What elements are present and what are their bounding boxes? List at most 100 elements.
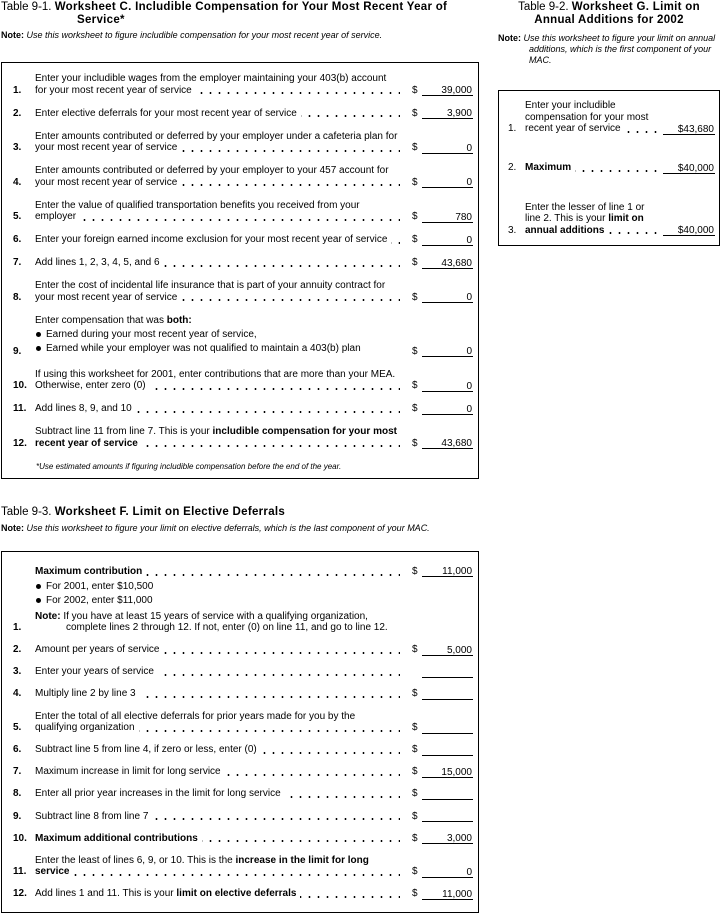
dollar-sign: $ (412, 644, 418, 656)
amount (422, 723, 473, 734)
line-content: Add lines 8, 9, and 10 (35, 403, 412, 415)
line-content: Maximum (525, 162, 663, 174)
worksheet-line: 11. Add lines 8, 9, and 10 $0 (2, 403, 478, 415)
bullet-list: Earned during your most recent year of s… (35, 329, 400, 355)
worksheet-f-box: 1. Maximum contribution For 2001, enter $1… (1, 551, 479, 913)
text-segment: Multiply line 2 by line 3 (35, 688, 140, 700)
line-text: Maximum additional contributions (35, 832, 400, 845)
line-content: Enter elective deferrals for your most r… (35, 107, 412, 120)
line-text: Maximum increase in limit for long servi… (35, 766, 400, 778)
dollar-sign: $ (412, 142, 418, 154)
amount: $43,680 (663, 124, 715, 135)
dollar-sign: $ (412, 866, 418, 878)
worksheet-line: 11. Enter the least of lines 6, 9, or 10.… (2, 854, 478, 878)
line-number: 3. (13, 142, 22, 154)
line-number: 5. (13, 211, 22, 223)
table-header: Table 9-3. Worksheet F. Limit on Electiv… (1, 506, 479, 519)
text-segment: Maximum (525, 162, 576, 174)
worksheet-line: 6. Enter your foreign earned income exclu… (2, 234, 478, 246)
bullet-item: For 2002, enter $11,000 (35, 595, 400, 607)
line-text: Enter the cost of incidental life insura… (35, 280, 400, 303)
dollar-sign: $ (412, 788, 418, 800)
text-segment: Enter the cost of incidental life insura… (35, 280, 386, 303)
text-segment: Enter the least of lines 6, 9, or 10. Th… (35, 854, 236, 866)
line-text: Multiply line 2 by line 3 (35, 688, 400, 700)
worksheet-line: 3. Enter the lesser of line 1 or line 2. … (499, 201, 719, 236)
line-number: 3. (13, 666, 22, 678)
worksheet-line: 5. Enter the value of qualified transport… (2, 199, 478, 223)
line-content: Add lines 1 and 11. This is your limit o… (35, 888, 412, 900)
amount: 0 (422, 346, 473, 358)
text-segment: Enter amounts contributed or deferred by… (35, 130, 398, 154)
dollar-sign: $ (412, 688, 418, 700)
note-label: Note: (498, 33, 521, 43)
amount (422, 689, 473, 700)
line-text: Enter amounts contributed or deferred by… (35, 130, 400, 154)
dollar-sign: $ (412, 380, 418, 392)
line-content: Enter the value of qualified transportat… (35, 199, 412, 223)
line-number: 9. (13, 345, 22, 357)
dollar-sign: $ (412, 234, 418, 246)
amount: 780 (422, 212, 473, 223)
worksheet-line: 5. Enter the total of all elective deferr… (2, 710, 478, 734)
dollar-sign: $ (412, 832, 418, 844)
text-segment: Enter your includible wages from the emp… (35, 73, 387, 96)
line-number: 12. (13, 437, 27, 449)
line-number: 6. (13, 234, 22, 246)
worksheet-g-box: 1. Enter your includible compensation for… (498, 90, 720, 246)
line-number: 2. (13, 644, 22, 656)
text-segment: Enter elective deferrals for your most r… (35, 107, 301, 119)
worksheet-note: Note: Use this worksheet to figure your … (498, 33, 720, 66)
worksheet-line: 2. Amount per years of service $5,000 (2, 644, 478, 656)
dollar-sign: $ (412, 888, 418, 900)
line-text: Enter the total of all elective deferral… (35, 710, 400, 734)
line-number: 10. (13, 832, 27, 844)
line-content: Maximum additional contributions (35, 832, 412, 845)
note-text: Use this worksheet to figure your limit … (523, 33, 716, 65)
line-number: 1. (13, 622, 22, 633)
line-content: Enter compensation that was both: Earned … (35, 314, 412, 358)
line-text: Enter compensation that was both: (35, 314, 400, 327)
text-segment: Add lines 1, 2, 3, 4, 5, and 6 (35, 257, 164, 269)
text-segment: Enter compensation that was (35, 314, 167, 326)
line-number: 2. (13, 107, 22, 119)
dollar-sign: $ (412, 107, 418, 119)
line-number: 1. (508, 123, 517, 134)
worksheet-line: 9. Enter compensation that was both: Earne… (2, 314, 478, 358)
amount: 15,000 (422, 767, 473, 778)
line-content: Enter your includible compensation for y… (525, 100, 663, 135)
line-text: Add lines 8, 9, and 10 (35, 403, 400, 415)
dollar-sign: $ (412, 744, 418, 756)
line-note-text: If you have at least 15 years of service… (63, 610, 388, 634)
line-content: Subtract line 5 from line 4, if zero or … (35, 744, 412, 756)
line-content: Enter the total of all elective deferral… (35, 710, 412, 734)
amount: $40,000 (663, 225, 715, 236)
worksheet-line: 3. Enter amounts contributed or deferred … (2, 130, 478, 154)
line-content: Maximum contribution For 2001, enter $10,… (35, 566, 412, 634)
dollar-sign: $ (412, 403, 418, 415)
text-segment: Enter the total of all elective deferral… (35, 710, 356, 733)
dollar-sign: $ (412, 257, 418, 269)
table-header: Table 9-1. Worksheet C. Includible Compe… (1, 1, 479, 27)
worksheet-line: 8. Enter all prior year increases in the … (2, 788, 478, 800)
amount: $40,000 (663, 163, 715, 174)
line-number: 11. (13, 403, 27, 415)
line-number: 9. (13, 810, 22, 822)
line-number: 1. (13, 84, 22, 96)
line-text: Enter the least of lines 6, 9, or 10. Th… (35, 854, 400, 878)
line-number: 12. (13, 888, 27, 900)
line-number: 7. (13, 257, 22, 269)
line-content: Enter amounts contributed or deferred by… (35, 165, 412, 188)
line-number: 11. (13, 866, 27, 878)
text-segment: If using this worksheet for 2001, enter … (35, 368, 396, 392)
bullet-item: For 2001, enter $10,500 (35, 581, 400, 593)
line-text: Enter your includible compensation for y… (525, 100, 657, 135)
amount: 43,680 (422, 258, 473, 269)
text-segment: Subtract line 5 from line 4, if zero or … (35, 744, 261, 756)
dollar-sign: $ (412, 810, 418, 822)
dollar-sign: $ (412, 291, 418, 303)
line-content: Add lines 1, 2, 3, 4, 5, and 6 (35, 257, 412, 269)
amount: 3,000 (422, 833, 473, 845)
